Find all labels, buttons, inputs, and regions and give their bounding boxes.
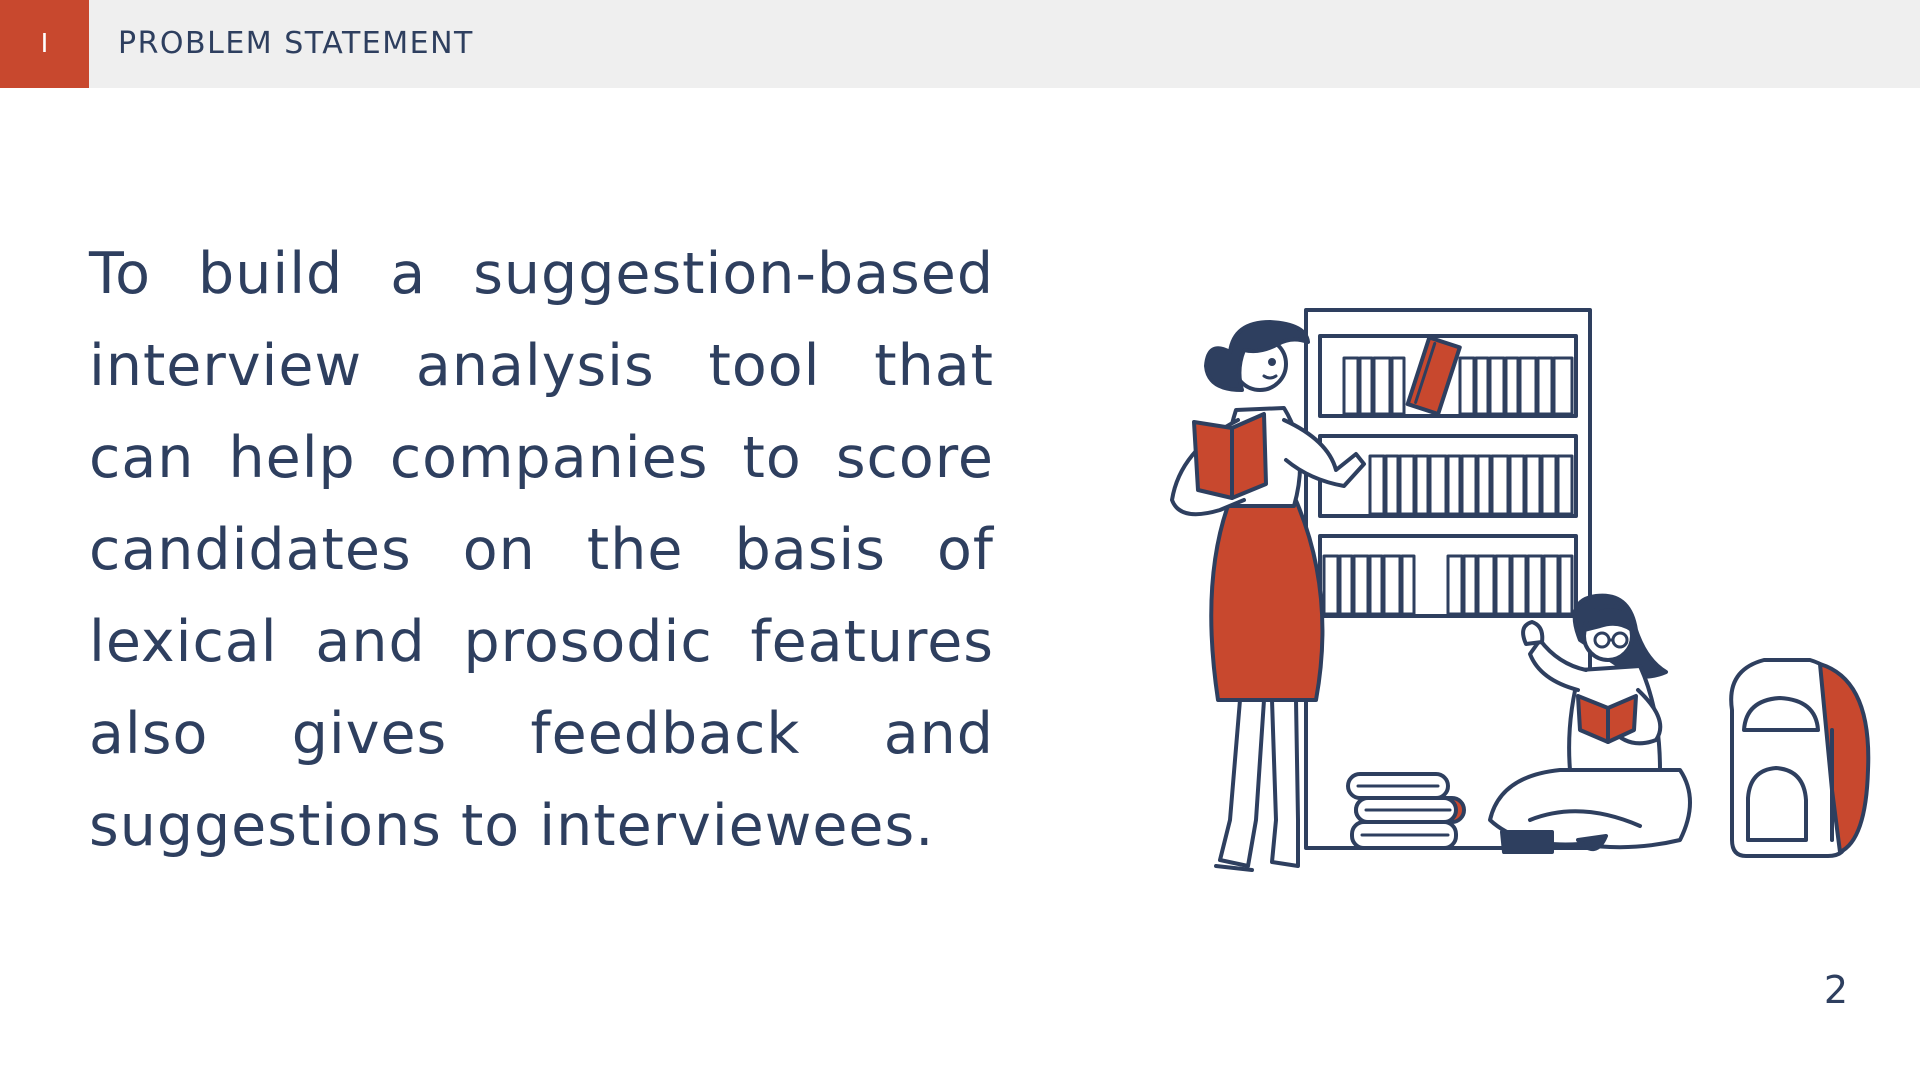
standing-woman-figure (1170, 320, 1366, 872)
sitting-girl-figure (1488, 593, 1692, 854)
header-bar: I PROBLEM STATEMENT (0, 0, 1920, 88)
page-number: 2 (1823, 968, 1848, 1012)
book-stack (1346, 772, 1466, 850)
backpack-icon (1729, 658, 1871, 858)
bookshelf (1304, 308, 1592, 850)
library-reading-illustration (1170, 308, 1871, 872)
section-title: PROBLEM STATEMENT (118, 26, 474, 61)
section-marker: I (0, 0, 89, 88)
problem-statement-text: To build a suggestion-based interview an… (89, 241, 994, 859)
section-numeral: I (40, 29, 49, 59)
